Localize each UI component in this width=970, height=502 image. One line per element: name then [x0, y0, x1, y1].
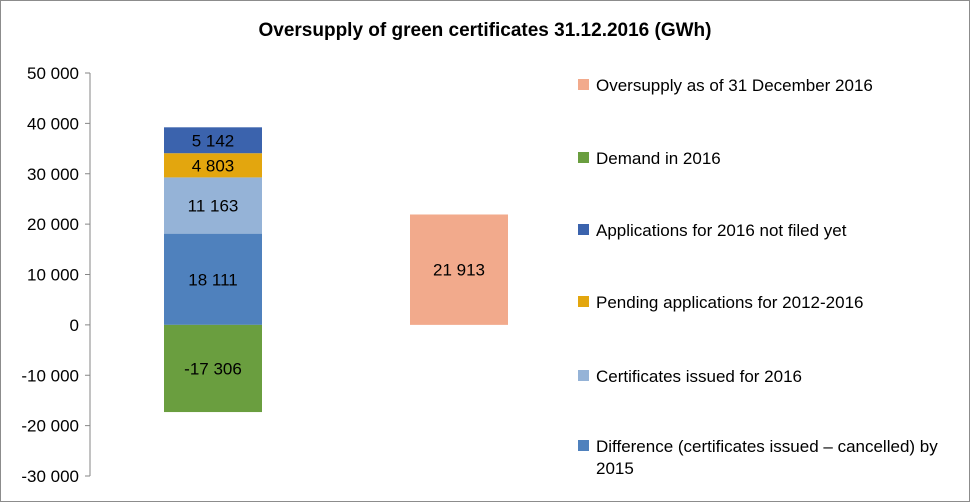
- data-label: -17 306: [184, 359, 242, 378]
- data-label: 5 142: [192, 131, 235, 150]
- legend-swatch: [578, 296, 589, 307]
- bar-segment: [164, 324, 262, 413]
- legend-swatch: [578, 152, 589, 163]
- legend-item: Applications for 2016 not filed yet: [578, 220, 956, 242]
- legend-swatch: [578, 440, 589, 451]
- bar-segment: [410, 214, 508, 325]
- bar-segment: [164, 153, 262, 178]
- legend-label: Applications for 2016 not filed yet: [596, 221, 847, 240]
- y-tick-label: -20 000: [21, 417, 79, 436]
- y-tick-label: 0: [70, 316, 79, 335]
- data-label: 11 163: [188, 197, 239, 216]
- data-label: 18 111: [188, 270, 237, 289]
- y-tick-label: 40 000: [27, 114, 79, 133]
- legend-item: Certificates issued for 2016: [578, 366, 956, 388]
- legend-label: Difference (certificates issued – cancel…: [596, 437, 938, 478]
- y-tick-label: 50 000: [27, 64, 79, 83]
- y-tick-label: 10 000: [27, 266, 79, 285]
- chart-title: Oversupply of green certificates 31.12.2…: [258, 20, 712, 41]
- legend-swatch: [578, 224, 589, 235]
- legend-label: Oversupply as of 31 December 2016: [596, 76, 873, 95]
- bar-segment: [164, 177, 262, 234]
- bar-segment: [164, 127, 262, 154]
- y-tick-label: -10 000: [21, 366, 79, 385]
- data-label: 4 803: [192, 156, 235, 175]
- legend-label: Demand in 2016: [596, 149, 721, 168]
- legend-item: Pending applications for 2012-2016: [578, 292, 956, 314]
- legend-label: Certificates issued for 2016: [596, 367, 802, 386]
- legend-label: Pending applications for 2012-2016: [596, 293, 864, 312]
- legend-item: Oversupply as of 31 December 2016: [578, 75, 956, 97]
- y-tick-label: -30 000: [21, 467, 79, 486]
- legend-swatch: [578, 370, 589, 381]
- data-label: 21 913: [433, 261, 485, 280]
- y-tick-label: 30 000: [27, 165, 79, 184]
- y-tick-label: 20 000: [27, 215, 79, 234]
- legend-item: Demand in 2016: [578, 148, 956, 170]
- legend-item: Difference (certificates issued – cancel…: [578, 436, 956, 480]
- bar-segment: [164, 233, 262, 325]
- legend-swatch: [578, 79, 589, 90]
